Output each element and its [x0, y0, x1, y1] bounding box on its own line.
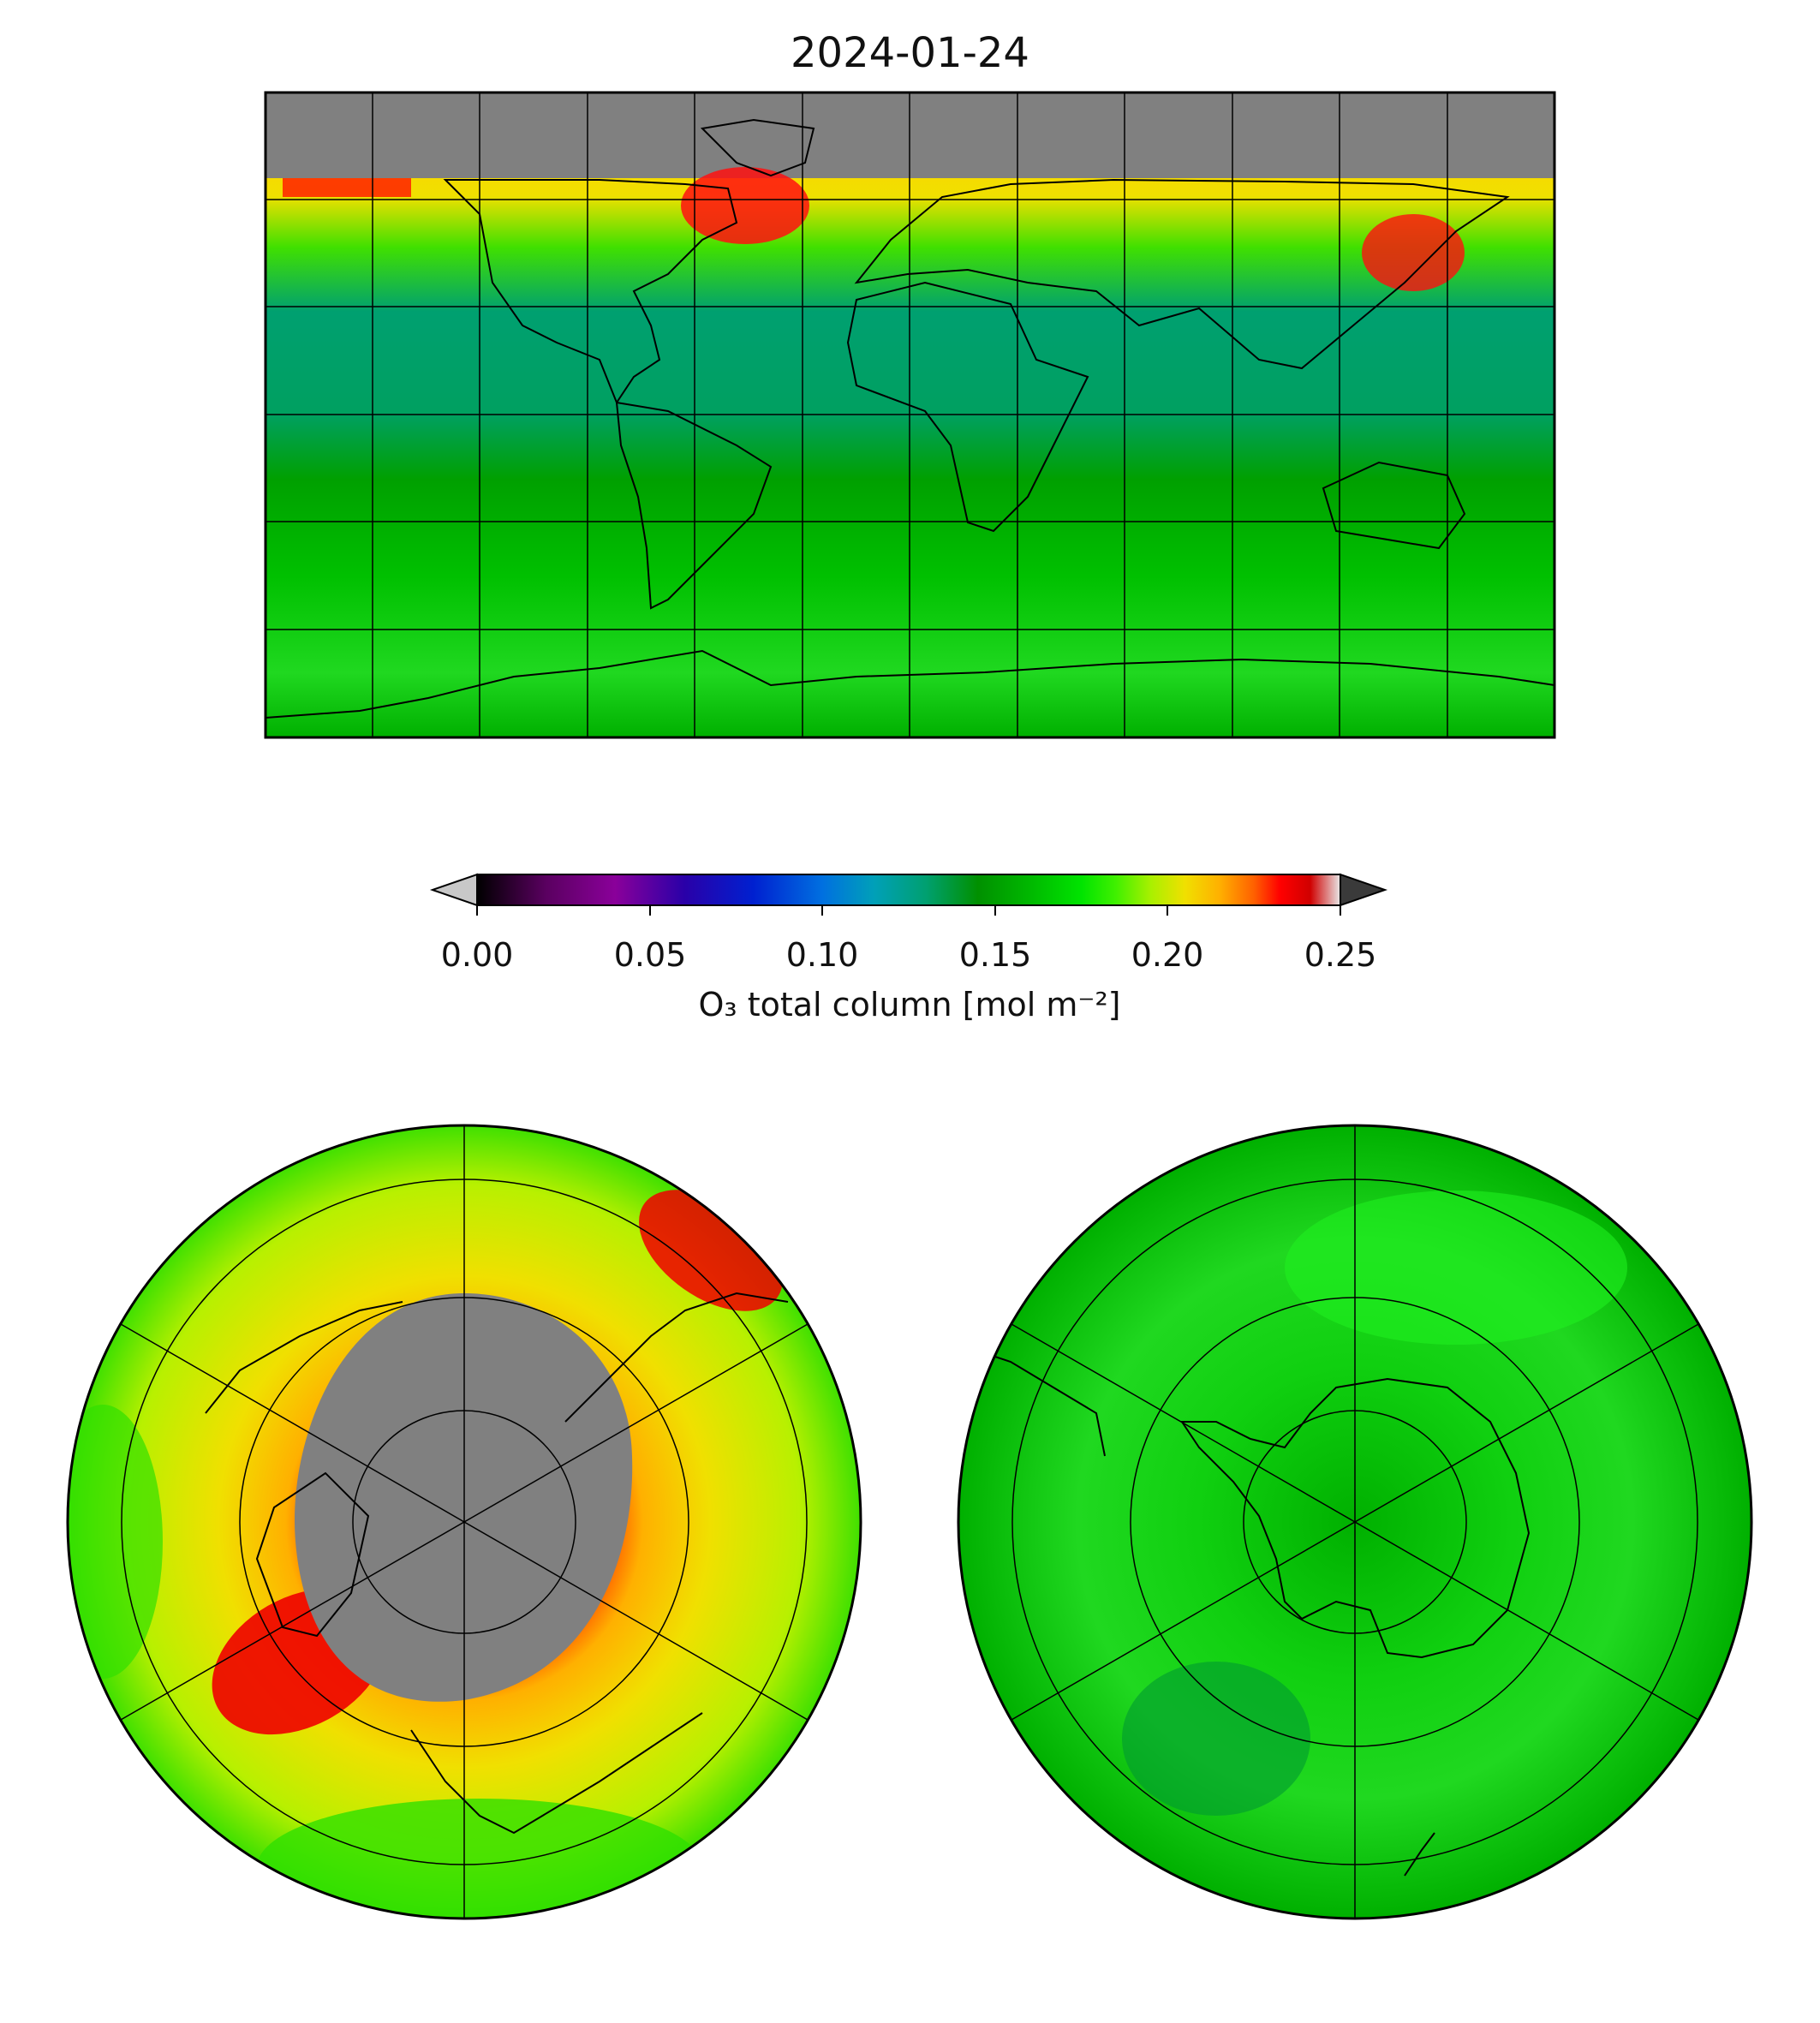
- global-gridlines: [266, 92, 1554, 737]
- land-outline-south-america: [615, 401, 773, 610]
- colorbar-ticks: [476, 905, 1341, 916]
- land-outline-antarctica-south: [1180, 1377, 1531, 1659]
- land-outline-eurasia: [854, 178, 1510, 370]
- figure-title: 2024-01-24: [791, 29, 1029, 77]
- land-outline-australia: [1322, 461, 1466, 550]
- no-data-polar-night: [295, 1293, 633, 1702]
- colorbar-tick-label: 0.00: [441, 936, 514, 974]
- south-polar-map: [957, 1124, 1753, 1920]
- land-outline-north-america-north: [205, 1301, 403, 1414]
- high-ozone-region-canada: [681, 167, 809, 244]
- land-outline-europe-north: [410, 1712, 703, 1835]
- bright-green-region: [1285, 1191, 1627, 1345]
- colorbar: 0.00 0.05 0.10 0.15 0.20 0.25 O₃ total c…: [429, 873, 1388, 1023]
- colorbar-over-extension: [1340, 873, 1388, 907]
- land-outline-north-america: [443, 179, 738, 405]
- land-outline-new-zealand: [1404, 1832, 1435, 1877]
- north-polar-map: [66, 1124, 862, 1920]
- high-ozone-region-japan: [1362, 214, 1465, 291]
- colorbar-tick-label: 0.25: [1304, 936, 1377, 974]
- global-map-frame: [264, 91, 1556, 739]
- colorbar-tick-label: 0.10: [786, 936, 859, 974]
- land-outline-antarctica: [266, 649, 1554, 719]
- colorbar-under-extension: [429, 873, 478, 907]
- north-polar-frame: [66, 1124, 862, 1920]
- land-outline-africa: [846, 281, 1089, 533]
- global-map: [264, 91, 1556, 739]
- dark-green-region: [1122, 1662, 1310, 1816]
- south-polar-graticule: [1011, 1125, 1699, 1919]
- colorbar-tick-label: 0.15: [959, 936, 1032, 974]
- land-outline-greenland: [700, 118, 815, 177]
- colorbar-gradient: [476, 874, 1341, 906]
- land-outline-greenland-north: [255, 1471, 370, 1638]
- land-outline-siberia-north: [564, 1292, 789, 1423]
- north-polar-graticule: [120, 1125, 809, 1919]
- colorbar-tick-label: 0.05: [614, 936, 687, 974]
- high-ozone-band-north: [283, 178, 411, 197]
- green-region-left: [68, 1405, 163, 1679]
- south-polar-frame: [957, 1124, 1753, 1920]
- colorbar-tick-label: 0.20: [1131, 936, 1204, 974]
- colorbar-label: O₃ total column [mol m⁻²]: [698, 986, 1120, 1023]
